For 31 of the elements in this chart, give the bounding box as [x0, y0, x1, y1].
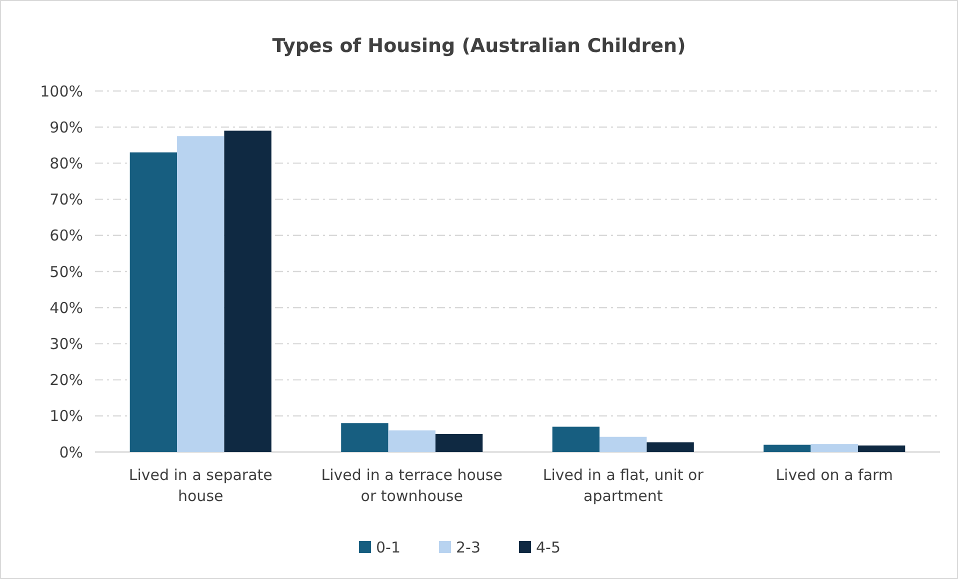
x-tick-label: Lived in a separate house: [128, 466, 272, 505]
y-tick-label: 70%: [50, 190, 83, 209]
bar: [224, 130, 272, 452]
y-tick-label: 10%: [50, 407, 83, 426]
bar: [388, 430, 436, 452]
chart-title: Types of Housing (Australian Children): [272, 35, 686, 57]
bar: [858, 446, 906, 452]
x-tick-label: Lived in a flat, unit or apartment: [542, 466, 704, 505]
bar: [764, 444, 811, 452]
x-tick-label: Lived on a farm: [776, 466, 894, 484]
bar: [130, 152, 178, 452]
bar: [341, 423, 388, 452]
bar: [810, 444, 858, 452]
bar: [552, 426, 600, 452]
y-tick-label: 20%: [50, 371, 83, 390]
y-tick-label: 0%: [59, 443, 83, 462]
y-tick-label: 100%: [40, 82, 83, 100]
bar: [600, 436, 647, 452]
bar: [435, 434, 483, 452]
bar: [177, 136, 224, 452]
y-tick-label: 90%: [50, 118, 83, 136]
y-tick-label: 40%: [50, 298, 83, 317]
legend-label: 0-1: [376, 538, 400, 556]
y-tick-label: 60%: [50, 226, 83, 245]
legend-label: 2-3: [456, 538, 480, 556]
bar: [646, 442, 694, 452]
legend-label: 4-5: [536, 538, 560, 556]
y-tick-label: 30%: [50, 334, 83, 353]
x-tick-label: Lived in a terrace house or townhouse: [321, 466, 502, 505]
y-tick-label: 80%: [50, 154, 83, 172]
y-tick-label: 50%: [50, 262, 83, 281]
